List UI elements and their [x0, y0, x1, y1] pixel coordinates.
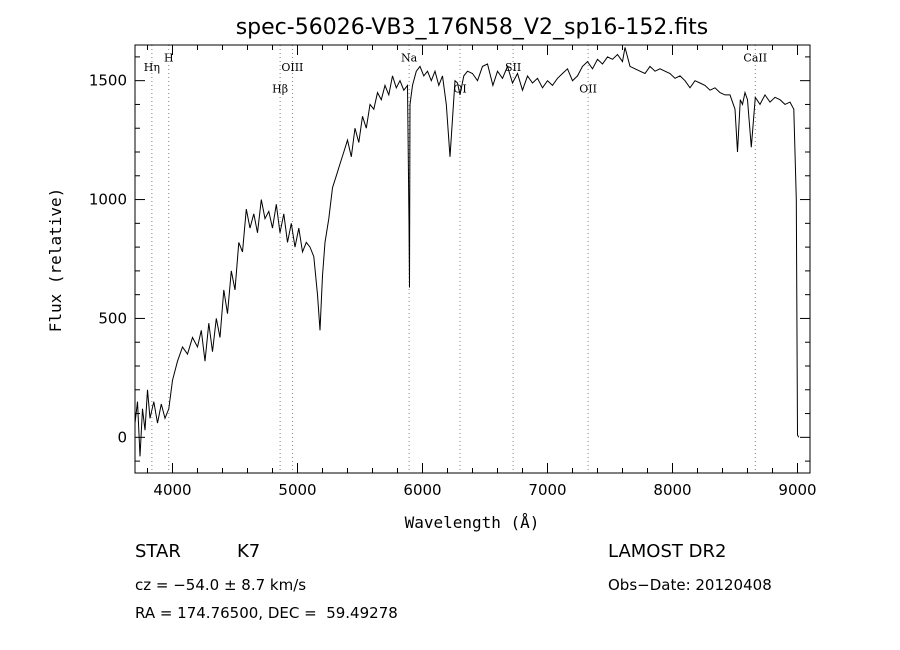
marker-label-4: Na	[401, 52, 418, 65]
marker-label-7: OII	[579, 83, 597, 96]
marker-label-3: OIII	[281, 61, 303, 74]
y-tick-label-2: 1000	[89, 191, 127, 209]
y-axis-label: Flux (relative)	[46, 188, 65, 333]
object-class: STAR	[135, 541, 181, 562]
y-tick-label-3: 1500	[89, 72, 127, 90]
axis-ticks: 4000 5000 6000 7000 8000 9000 0 500 1000 1500	[89, 45, 817, 499]
y-tick-label-1: 500	[98, 309, 127, 327]
observation-date: Obs−Date: 20120408	[608, 576, 772, 594]
x-axis-label: Wavelength (Å)	[405, 513, 540, 532]
x-tick-label-2: 6000	[403, 481, 441, 499]
spectral-subclass: K7	[237, 541, 261, 562]
x-tick-label-5: 9000	[778, 481, 816, 499]
x-tick-label-1: 5000	[278, 481, 316, 499]
y-tick-label-0: 0	[117, 428, 127, 446]
chart-title: spec-56026-VB3_176N58_V2_sp16-152.fits	[236, 15, 709, 40]
redshift-readout: cz = −54.0 ± 8.7 km/s	[135, 576, 307, 594]
plot-frame	[134, 44, 811, 474]
marker-label-8: CaII	[743, 52, 767, 65]
spectrum-line	[134, 47, 800, 457]
coordinates-readout: RA = 174.76500, DEC = 59.49278	[135, 604, 398, 622]
x-tick-label-3: 7000	[528, 481, 566, 499]
marker-label-0: Hη	[144, 61, 160, 74]
x-tick-label-0: 4000	[153, 481, 191, 499]
marker-label-5: OI	[453, 83, 466, 96]
marker-label-2: Hβ	[272, 83, 288, 96]
survey-name: LAMOST DR2	[608, 541, 727, 562]
marker-label-1: H	[164, 52, 174, 65]
x-tick-label-4: 8000	[653, 481, 691, 499]
